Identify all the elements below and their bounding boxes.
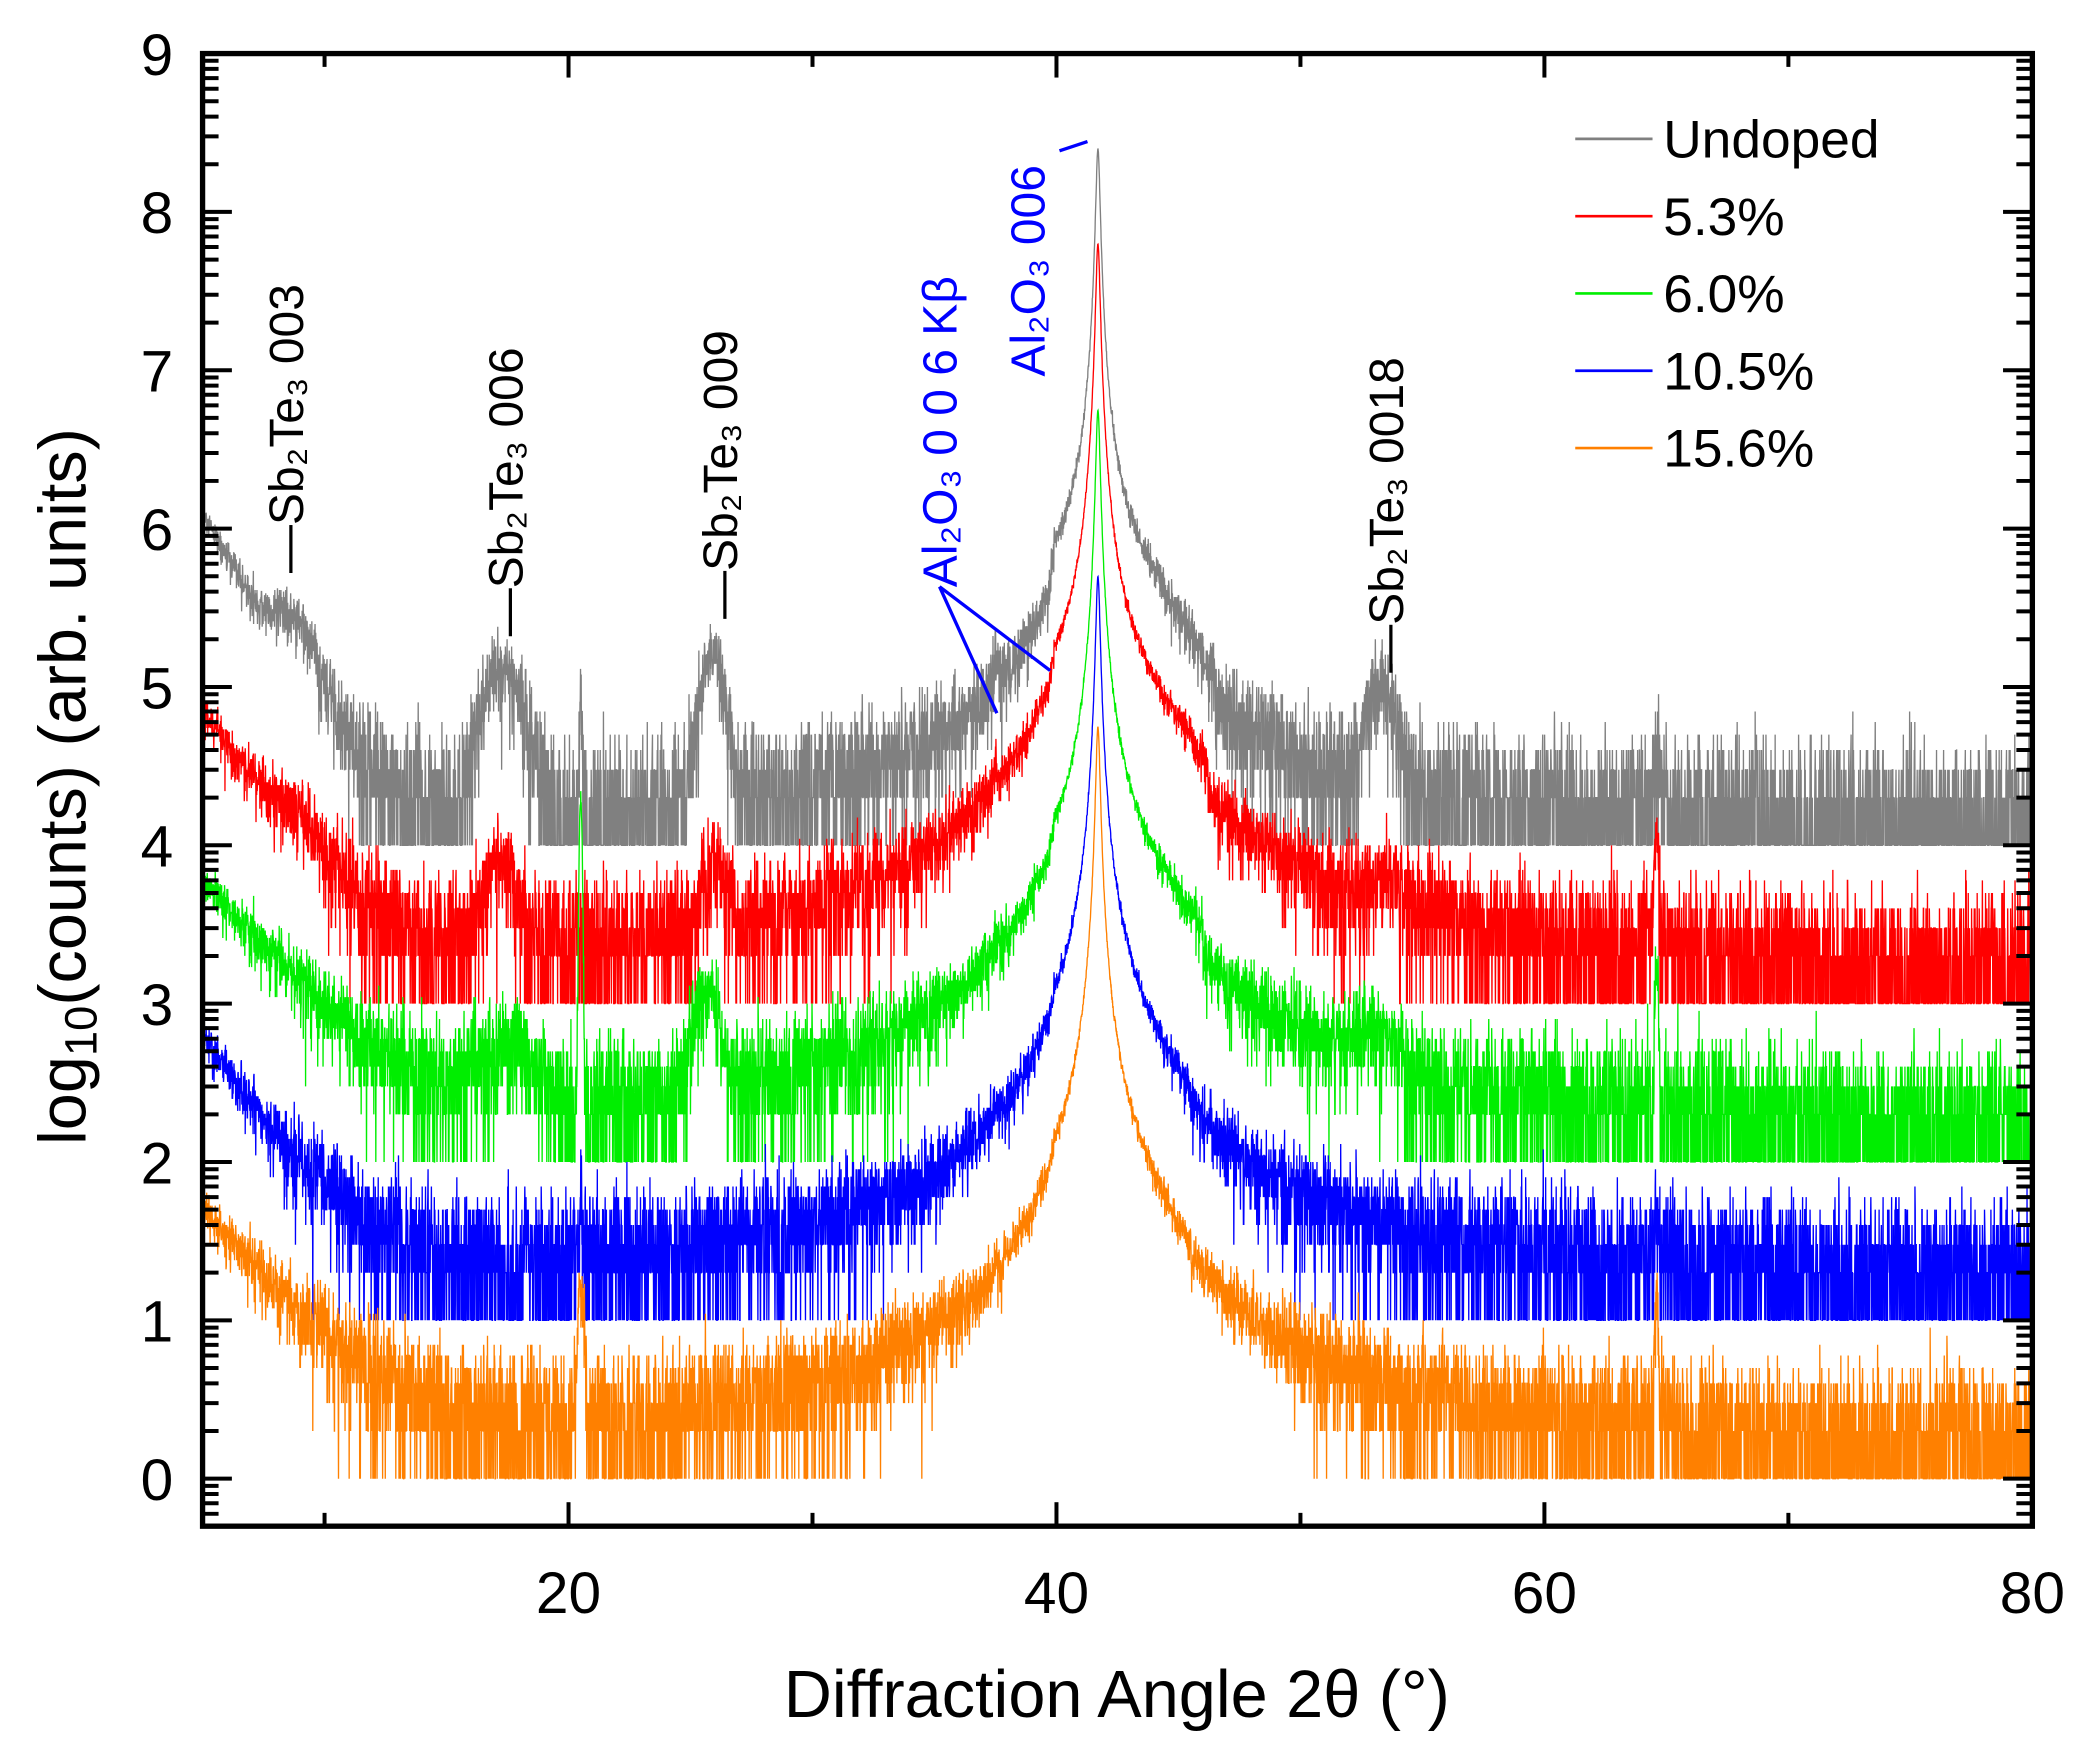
y-tick-label: 7 xyxy=(141,340,174,405)
peak-label: —Sb₂Te₃ 003 xyxy=(261,284,314,573)
y-tick-label: 2 xyxy=(141,1131,174,1196)
leader-line xyxy=(938,585,999,714)
series-layer xyxy=(202,148,2033,1480)
legend: Undoped 5.3% 6.0% 10.5% 15.6% xyxy=(1575,111,1880,479)
y-tick-label: 6 xyxy=(141,498,174,563)
y-tick-label: 8 xyxy=(141,181,174,246)
peak-label: Al₂O₃ 0 0 6 Kβ xyxy=(915,276,968,587)
leader-line xyxy=(938,585,1052,672)
y-title-part: (counts) (arb. units) xyxy=(26,428,100,1006)
y-tick-label: 4 xyxy=(141,815,174,880)
y-tick-label: 3 xyxy=(141,973,174,1038)
y-axis-title: log10(counts) (arb. units) xyxy=(26,428,106,1145)
legend-label: 5.3% xyxy=(1663,188,1784,247)
legend-label: 6.0% xyxy=(1663,265,1784,324)
x-tick-label: 20 xyxy=(536,1561,601,1626)
legend-label: Undoped xyxy=(1663,111,1879,170)
series-line-53 xyxy=(202,242,2033,1005)
peak-label: —Sb₂Te₃ 009 xyxy=(695,330,748,619)
peak-label: —Sb₂Te₃ 006 xyxy=(480,347,533,636)
x-tick-label: 40 xyxy=(1024,1561,1089,1626)
y-tick-label: 5 xyxy=(141,656,174,721)
y-title-part: log xyxy=(26,1056,100,1145)
x-tick-label: 80 xyxy=(2000,1561,2065,1626)
peak-label: —Sb₂Te₃ 0018 xyxy=(1361,357,1414,673)
y-tick-label: 0 xyxy=(141,1448,174,1513)
axes: 20 40 60 80 0 1 2 3 4 5 6 7 8 9 xyxy=(141,23,2065,1626)
leader-line xyxy=(1058,139,1089,153)
y-title-sub: 10 xyxy=(56,1006,107,1056)
x-tick-label: 60 xyxy=(1512,1561,1577,1626)
x-axis-title: Diffraction Angle 2θ (°) xyxy=(784,1658,1450,1732)
legend-label: 10.5% xyxy=(1663,342,1814,401)
series-line-Undoped xyxy=(202,148,2033,846)
series-line-156 xyxy=(202,726,2033,1480)
annotations: —Sb₂Te₃ 003 —Sb₂Te₃ 006 —Sb₂Te₃ 009 Al₂O₃ 0… xyxy=(261,139,1414,714)
peak-label: Al₂O₃ 006 xyxy=(1003,165,1056,376)
y-tick-label: 1 xyxy=(141,1290,174,1355)
series-line-105 xyxy=(202,574,2033,1321)
legend-label: 15.6% xyxy=(1663,420,1814,479)
y-tick-label: 9 xyxy=(141,23,174,88)
series-line-60 xyxy=(202,408,2033,1163)
plot-frame xyxy=(199,50,2036,1529)
